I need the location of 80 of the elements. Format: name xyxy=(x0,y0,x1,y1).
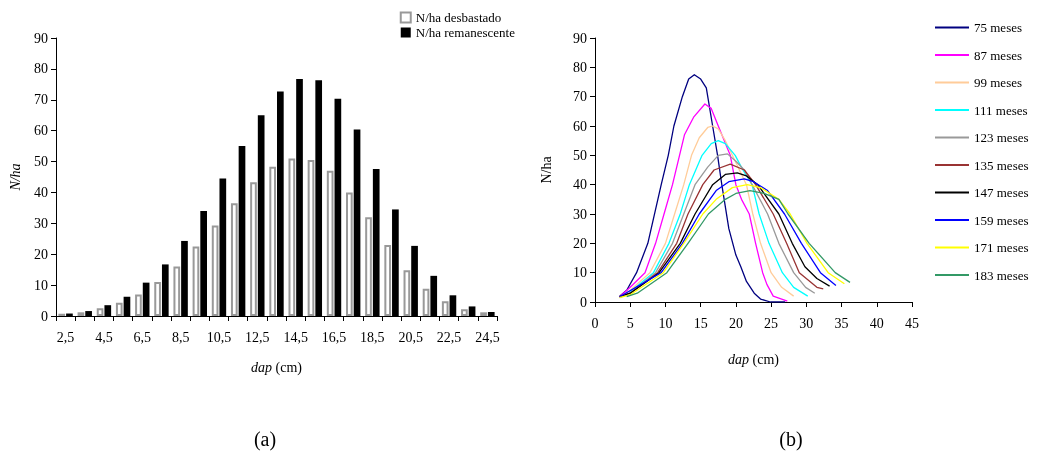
legend-label: 135 meses xyxy=(974,157,1029,173)
x-tick-label: 35 xyxy=(834,315,849,331)
bar xyxy=(346,192,353,316)
x-tick-label: 24,5 xyxy=(475,329,500,345)
x-tick-label: 25 xyxy=(764,315,779,331)
x-tick-label: 8,5 xyxy=(171,329,190,345)
bar xyxy=(403,270,411,316)
x-tick-label: 18,5 xyxy=(360,329,385,345)
bar xyxy=(154,282,161,316)
y-tick-label: 90 xyxy=(34,30,48,46)
legend-label: 75 meses xyxy=(974,20,1023,35)
y-tick-label: 10 xyxy=(573,265,587,281)
bar xyxy=(441,301,449,316)
legend-label: 99 meses xyxy=(974,75,1023,90)
bar xyxy=(326,170,334,316)
bar xyxy=(173,266,181,316)
bar xyxy=(211,225,219,316)
legend-label: 147 meses xyxy=(974,185,1029,200)
y-tick-label: 90 xyxy=(573,30,587,46)
x-tick-label: 10,5 xyxy=(206,329,232,345)
y-tick-label: 70 xyxy=(573,89,587,105)
bar xyxy=(288,158,296,316)
y-tick-label: 70 xyxy=(34,92,48,108)
y-tick-label: 50 xyxy=(573,147,587,163)
bar xyxy=(115,302,123,316)
legend-label: 159 meses xyxy=(974,212,1029,228)
x-tick-label: 10 xyxy=(658,315,673,331)
x-tick-label: 0 xyxy=(591,315,599,331)
bar xyxy=(384,244,392,316)
legend-label: 111 meses xyxy=(974,102,1028,118)
legend-label: 171 meses xyxy=(974,240,1029,255)
y-tick-label: 0 xyxy=(580,294,587,310)
bar xyxy=(96,308,104,316)
y-tick-label: 50 xyxy=(34,154,48,170)
y-tick-label: 30 xyxy=(34,215,48,231)
x-tick-label: 15 xyxy=(693,315,708,331)
y-tick-label: 10 xyxy=(34,277,48,293)
x-tick-label: 16,5 xyxy=(321,329,347,345)
text: (b) xyxy=(779,428,803,451)
bar xyxy=(192,246,200,316)
legend-label: N/ha desbastado xyxy=(415,10,502,25)
y-tick-label: 80 xyxy=(34,61,48,77)
bar xyxy=(307,160,315,316)
bar xyxy=(230,203,238,316)
x-tick-label: 6,5 xyxy=(133,329,152,345)
legend-label: 87 meses xyxy=(974,47,1023,63)
bar xyxy=(422,288,430,316)
line-series xyxy=(629,140,809,297)
legend-label: N/ha remanescente xyxy=(415,25,516,40)
x-tick-label: 12,5 xyxy=(245,329,270,345)
x-axis-title: dap (cm) xyxy=(251,359,303,376)
y-tick-label: 60 xyxy=(573,118,587,134)
bar xyxy=(135,294,142,316)
bar xyxy=(269,166,276,316)
x-tick-label: 5 xyxy=(626,315,634,331)
x-tick-label: 20 xyxy=(728,315,743,331)
x-tick-label: 14,5 xyxy=(283,329,308,345)
x-tick-label: 40 xyxy=(869,315,884,331)
y-axis-title: N/ha xyxy=(7,163,23,192)
x-tick-label: 2,5 xyxy=(56,329,75,345)
text: (a) xyxy=(253,428,277,451)
y-tick-label: 40 xyxy=(34,184,48,200)
legend-label: 183 meses xyxy=(974,267,1029,283)
x-tick-label: 20,5 xyxy=(398,329,423,345)
y-tick-label: 30 xyxy=(573,206,587,222)
bar xyxy=(250,182,257,316)
bar xyxy=(365,217,372,316)
legend-label: 123 meses xyxy=(974,130,1029,145)
x-tick-label: 4,5 xyxy=(95,329,113,345)
x-tick-label: 22,5 xyxy=(436,329,462,345)
y-tick-label: 40 xyxy=(573,177,587,193)
y-axis-title: N/ha xyxy=(538,155,554,184)
x-axis-title: dap (cm) xyxy=(728,351,780,368)
bar xyxy=(461,309,468,316)
y-tick-label: 80 xyxy=(573,59,587,75)
y-tick-label: 20 xyxy=(573,235,587,251)
y-tick-label: 20 xyxy=(34,246,48,262)
y-tick-label: 60 xyxy=(34,123,48,139)
x-tick-label: 30 xyxy=(799,315,814,331)
x-tick-label: 45 xyxy=(905,315,919,331)
